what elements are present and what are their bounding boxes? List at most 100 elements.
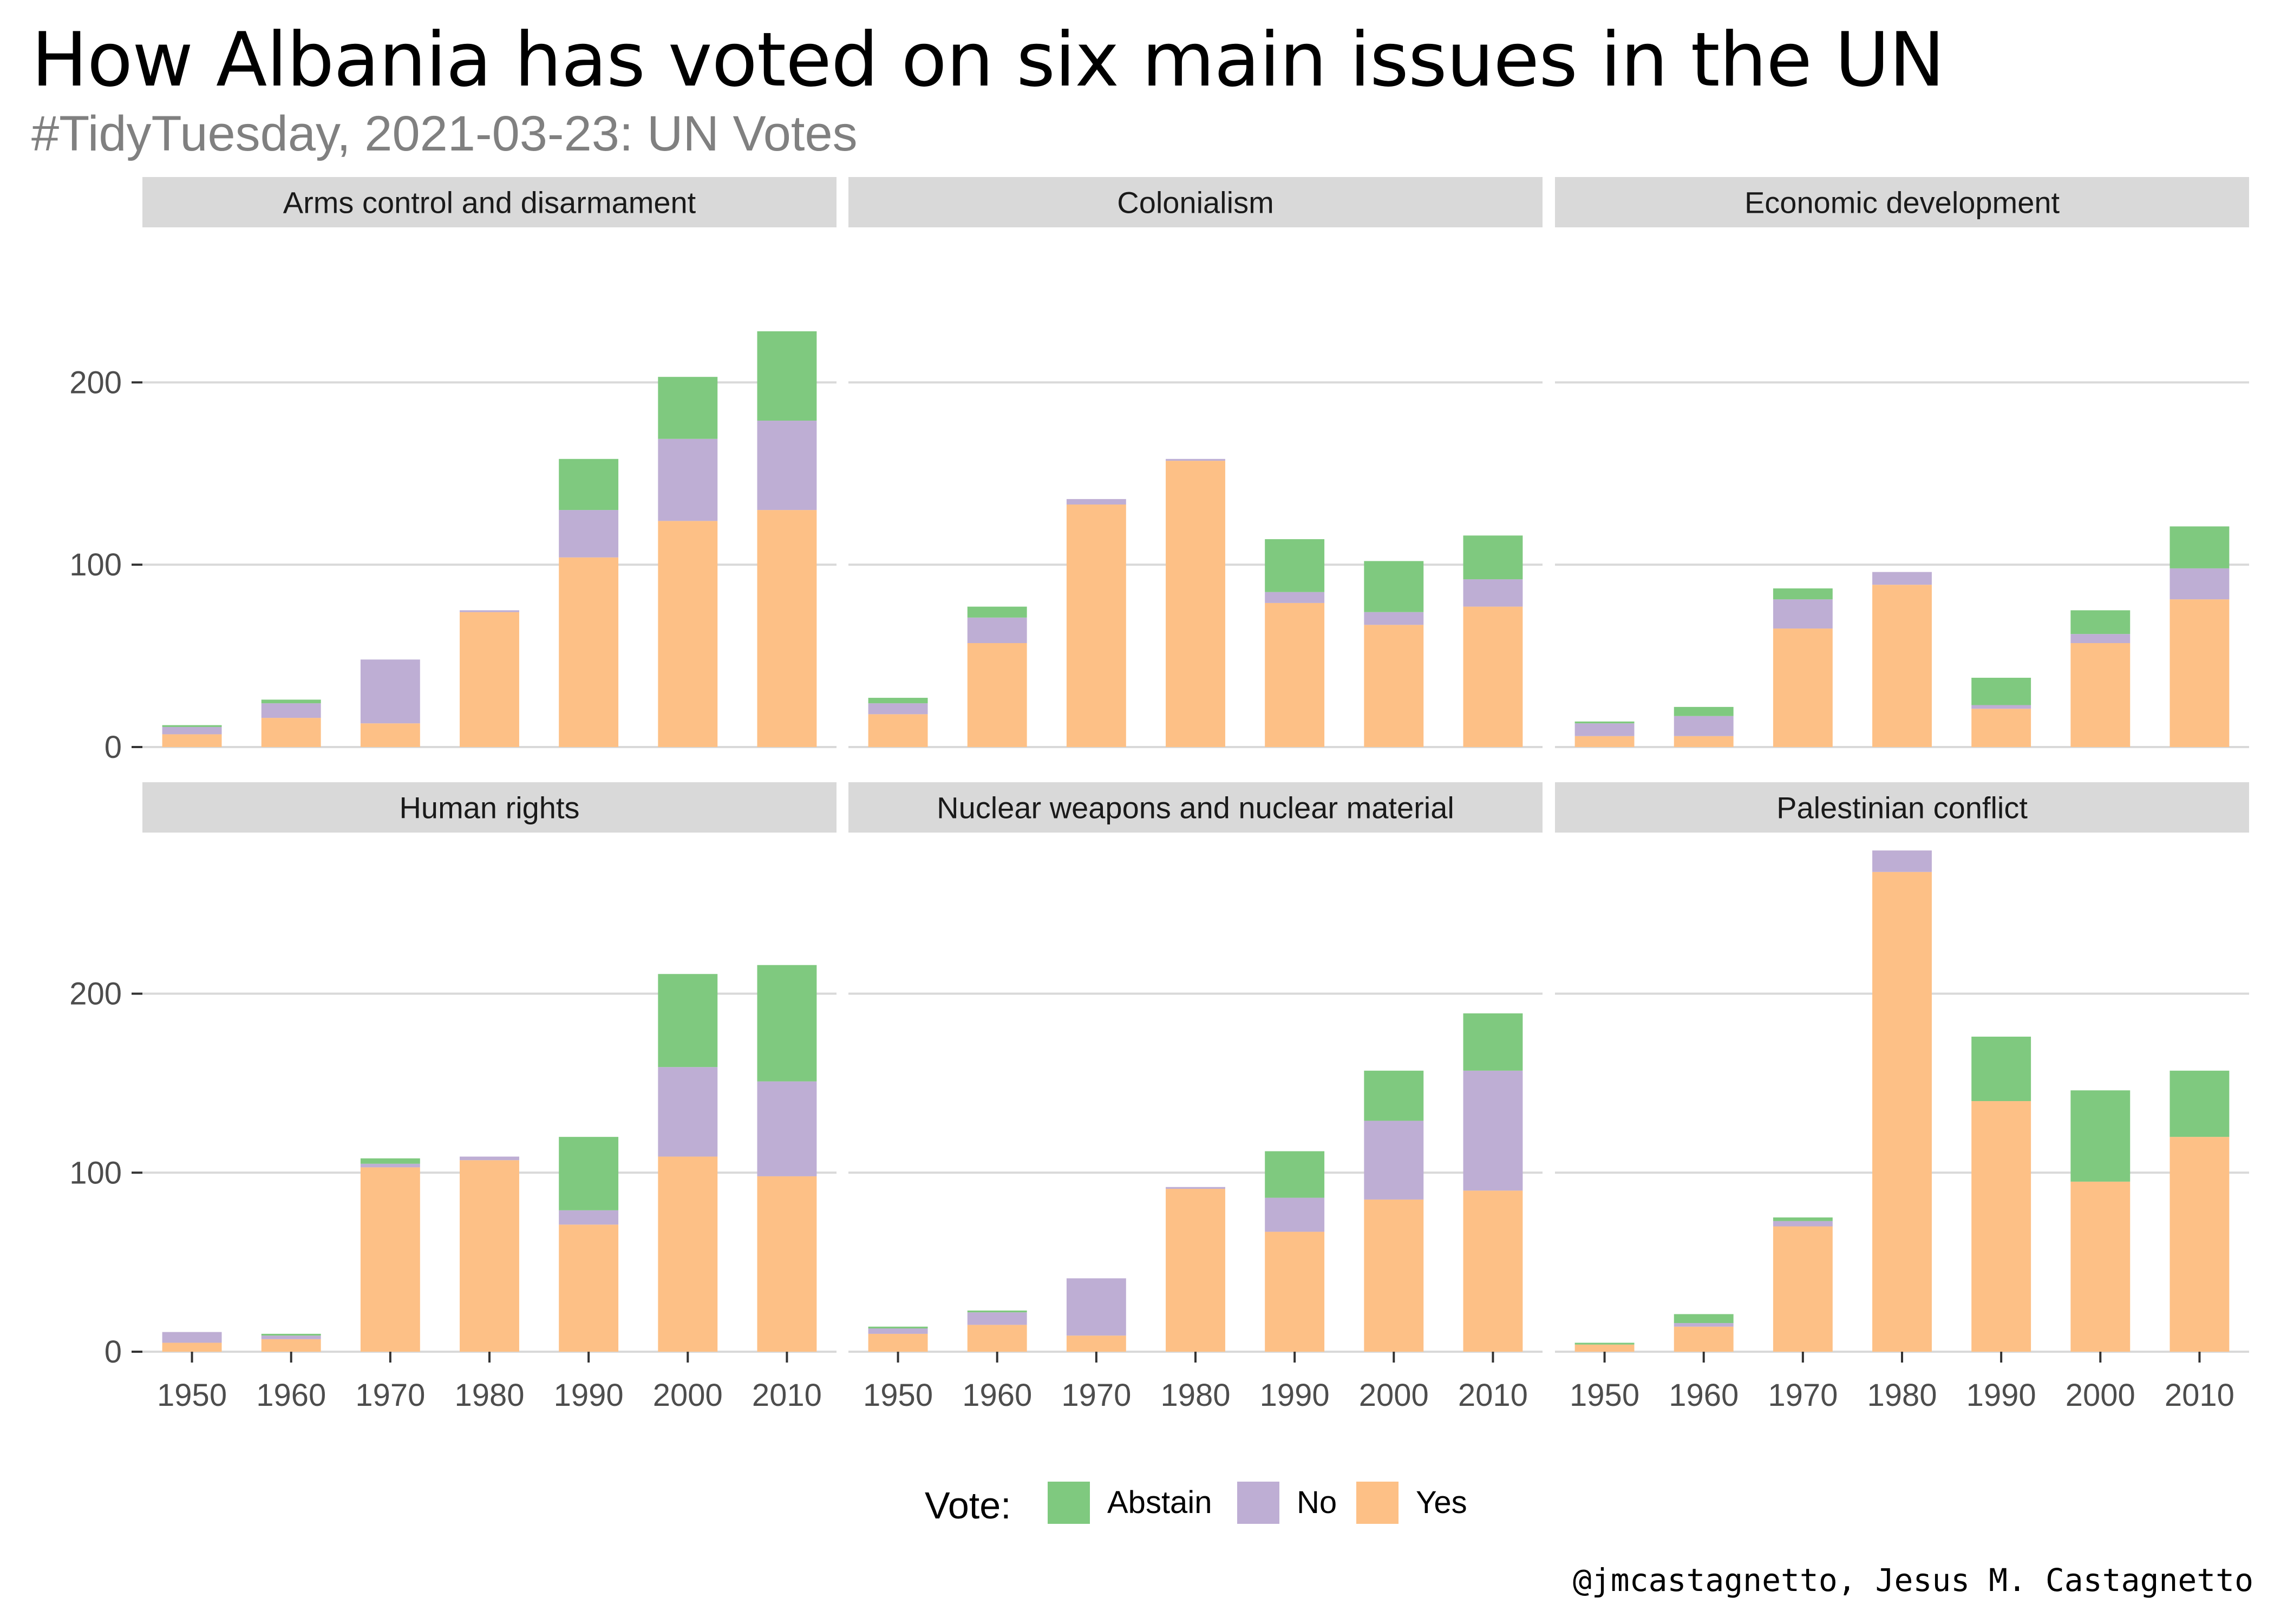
x-tick-label: 1950 [863, 1378, 933, 1413]
bar-no [868, 1328, 928, 1334]
bar-yes [1364, 1199, 1424, 1352]
bar-no [1674, 716, 1734, 736]
x-tick-label: 1990 [1260, 1378, 1330, 1413]
bar-yes [1971, 709, 2031, 747]
bar-yes [162, 1343, 222, 1352]
bar-yes [559, 557, 619, 747]
facet-title: Economic development [1744, 186, 2060, 220]
bar-abstain [162, 725, 222, 727]
facet-strip [848, 177, 1543, 227]
bar-abstain [1971, 678, 2031, 705]
bar-yes [1166, 1189, 1225, 1352]
x-tick-label: 2000 [2066, 1378, 2135, 1413]
x-tick-label: 1970 [1768, 1378, 1838, 1413]
bar-yes [967, 1325, 1027, 1352]
bar-abstain [2070, 1090, 2131, 1182]
facet-title: Nuclear weapons and nuclear material [937, 791, 1454, 825]
bar-yes [1066, 505, 1126, 747]
x-tick-label: 1970 [1061, 1378, 1131, 1413]
bar-yes [2170, 1137, 2230, 1352]
x-tick-label: 1980 [454, 1378, 524, 1413]
bar-yes [559, 1224, 619, 1352]
bar-abstain [261, 699, 321, 704]
facet-title: Human rights [399, 791, 579, 825]
y-tick-label: 100 [69, 547, 122, 582]
bar-no [360, 1163, 420, 1168]
y-tick-label: 100 [69, 1155, 122, 1190]
x-tick-label: 2010 [1458, 1378, 1528, 1413]
x-tick-label: 1970 [355, 1378, 425, 1413]
bar-yes [1463, 1190, 1523, 1352]
bar-no [1872, 850, 1932, 872]
bar-yes [2070, 1181, 2131, 1352]
x-tick-label: 1960 [962, 1378, 1032, 1413]
bar-abstain [261, 1333, 321, 1336]
bar-abstain [967, 1310, 1027, 1313]
bar-no [1574, 723, 1635, 736]
bar-no [1066, 499, 1126, 505]
y-tick-label: 0 [104, 730, 122, 765]
bar-yes [868, 714, 928, 747]
y-tick-label: 200 [69, 977, 122, 1012]
bar-yes [360, 1167, 420, 1352]
y-tick-label: 0 [104, 1334, 122, 1370]
bar-abstain [360, 1158, 420, 1164]
bar-yes [757, 510, 817, 747]
bar-no [559, 1210, 619, 1225]
bar-yes [360, 723, 420, 747]
bar-yes [1166, 461, 1225, 747]
bar-no [360, 659, 420, 724]
facet-strip [1555, 177, 2249, 227]
bar-yes [261, 718, 321, 747]
bar-yes [1872, 585, 1932, 747]
facet-title: Palestinian conflict [1776, 791, 2028, 825]
bar-no [757, 1081, 817, 1176]
bar-abstain [1364, 561, 1424, 612]
x-tick-label: 2000 [1359, 1378, 1429, 1413]
bar-no [1265, 1197, 1325, 1232]
bar-yes [2070, 643, 2131, 747]
bar-no [868, 703, 928, 715]
chart-subtitle: #TidyTuesday, 2021-03-23: UN Votes [31, 106, 858, 161]
bar-no [967, 617, 1027, 643]
bar-yes [868, 1333, 928, 1352]
bar-abstain [559, 1137, 619, 1210]
legend-swatch-no [1237, 1482, 1279, 1524]
bar-no [2070, 634, 2131, 643]
bar-yes [1574, 1344, 1635, 1352]
bar-no [658, 438, 718, 521]
legend-label-yes: Yes [1416, 1485, 1467, 1520]
bar-yes [460, 612, 519, 747]
legend-label-no: No [1297, 1485, 1337, 1520]
bar-no [1463, 579, 1523, 607]
bar-yes [1364, 625, 1424, 747]
bar-abstain [1574, 1343, 1635, 1345]
bar-abstain [1574, 721, 1635, 724]
bar-abstain [1265, 539, 1325, 592]
bar-abstain [1364, 1070, 1424, 1121]
bar-no [1166, 459, 1225, 461]
bar-abstain [1773, 588, 1833, 600]
bar-no [1971, 705, 2031, 709]
bar-no [1773, 1221, 1833, 1227]
bar-yes [658, 1156, 718, 1352]
bar-no [1674, 1323, 1734, 1327]
bar-no [1872, 572, 1932, 585]
bar-no [1773, 599, 1833, 629]
bar-abstain [1674, 1314, 1734, 1324]
bar-yes [1265, 1232, 1325, 1352]
bar-abstain [559, 459, 619, 510]
facet-title: Arms control and disarmament [283, 186, 696, 220]
bar-yes [1265, 603, 1325, 747]
bar-no [261, 1335, 321, 1339]
bar-yes [2170, 599, 2230, 747]
bar-no [261, 703, 321, 718]
bar-yes [1674, 736, 1734, 747]
legend-label-abstain: Abstain [1107, 1485, 1212, 1520]
bar-yes [1971, 1101, 2031, 1352]
bar-abstain [1773, 1217, 1833, 1221]
x-tick-label: 1950 [157, 1378, 227, 1413]
bar-abstain [2070, 610, 2131, 634]
bar-no [460, 610, 519, 612]
bar-no [162, 1332, 222, 1343]
